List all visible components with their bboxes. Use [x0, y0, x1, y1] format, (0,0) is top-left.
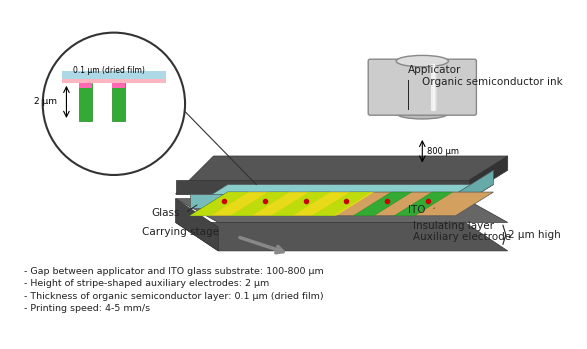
Polygon shape: [353, 192, 411, 216]
Polygon shape: [176, 156, 508, 194]
Text: - Gap between applicator and ITO glass substrate: 100-800 μm: - Gap between applicator and ITO glass s…: [23, 267, 323, 276]
Polygon shape: [272, 192, 330, 216]
Polygon shape: [231, 192, 289, 216]
Polygon shape: [190, 192, 494, 216]
Bar: [79, 83, 92, 121]
Bar: [112, 83, 125, 121]
Bar: [79, 83, 92, 88]
Polygon shape: [456, 170, 494, 208]
Text: 2 μm: 2 μm: [34, 97, 57, 106]
Ellipse shape: [396, 55, 448, 67]
Text: Glass: Glass: [152, 208, 180, 218]
Ellipse shape: [396, 107, 448, 119]
Text: Carrying stage: Carrying stage: [143, 227, 220, 237]
Polygon shape: [190, 192, 374, 216]
Text: Applicator: Applicator: [408, 65, 461, 75]
Polygon shape: [176, 199, 218, 251]
Polygon shape: [190, 185, 494, 208]
Text: - Height of stripe-shaped auxiliary electrodes: 2 μm: - Height of stripe-shaped auxiliary elec…: [23, 279, 269, 288]
Polygon shape: [470, 156, 508, 194]
Text: - Thickness of organic semiconductor layer: 0.1 μm (dried film): - Thickness of organic semiconductor lay…: [23, 292, 323, 301]
Bar: [62, 79, 166, 83]
Circle shape: [43, 32, 185, 175]
FancyBboxPatch shape: [368, 59, 477, 115]
Text: - Printing speed: 4-5 mm/s: - Printing speed: 4-5 mm/s: [23, 304, 150, 313]
Text: ITO: ITO: [408, 205, 426, 215]
Bar: [112, 83, 125, 88]
Text: Organic semiconductor ink: Organic semiconductor ink: [422, 77, 563, 87]
Polygon shape: [176, 222, 508, 251]
Polygon shape: [190, 194, 456, 208]
Polygon shape: [190, 192, 248, 216]
Polygon shape: [176, 199, 508, 222]
Text: 800 μm: 800 μm: [427, 147, 459, 156]
Polygon shape: [394, 192, 453, 216]
Bar: [62, 70, 166, 80]
Text: Auxiliary electrode: Auxiliary electrode: [413, 232, 511, 243]
Polygon shape: [312, 192, 371, 216]
Text: 0.1 μm (dried film): 0.1 μm (dried film): [73, 66, 145, 75]
Text: 2 μm high: 2 μm high: [508, 230, 561, 240]
Text: Insulating layer: Insulating layer: [413, 221, 494, 231]
Polygon shape: [176, 180, 470, 194]
